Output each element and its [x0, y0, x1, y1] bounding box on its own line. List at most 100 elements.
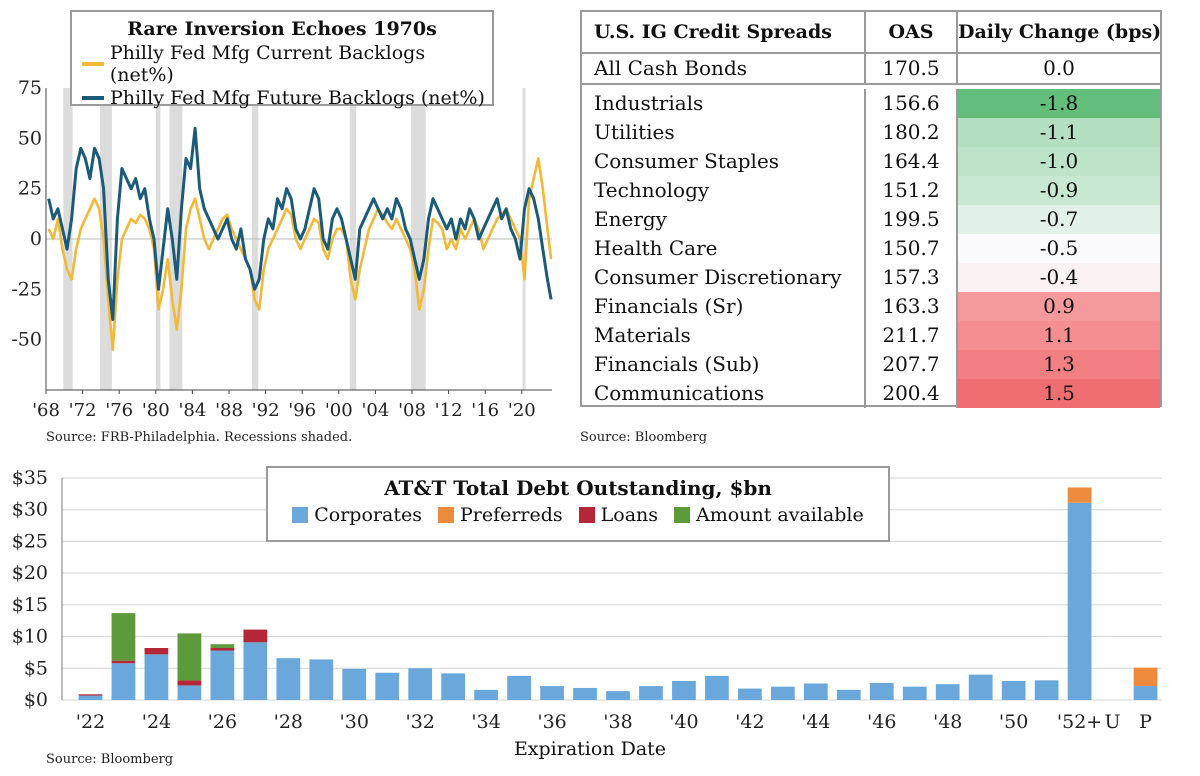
row-daily-change: 0.9 — [956, 292, 1160, 321]
bar-corporates — [968, 674, 993, 700]
row-daily-change: 1.1 — [956, 321, 1160, 350]
x-tick-label: '80 — [142, 400, 170, 421]
y-tick-label: -25 — [11, 278, 42, 300]
table-row: Financials (Sub) 207.7 1.3 — [582, 350, 1160, 379]
x-tick-label: '28 — [274, 711, 303, 733]
bar-corporates — [803, 683, 828, 700]
table-row: All Cash Bonds 170.5 0.0 — [582, 54, 1160, 85]
row-sector: Utilities — [594, 120, 675, 144]
legend-item-current: Philly Fed Mfg Current Backlogs (net%) — [82, 42, 492, 86]
table-source: Source: Bloomberg — [580, 430, 708, 445]
x-tick-label: '08 — [398, 400, 426, 421]
row-sector: Energy — [594, 207, 667, 231]
bar-corporates — [375, 672, 400, 700]
bar-corporates — [902, 686, 927, 700]
x-tick-label: '32 — [405, 711, 434, 733]
x-tick-label: U — [1105, 711, 1121, 733]
table-row: Consumer Staples 164.4 -1.0 — [582, 147, 1160, 176]
row-daily-change: 0.0 — [956, 54, 1160, 83]
x-tick-label: '88 — [215, 400, 243, 421]
table-row: Industrials 156.6 -1.8 — [582, 89, 1160, 118]
bar-chart-legend-box: AT&T Total Debt Outstanding, $bn Corpora… — [266, 466, 890, 542]
x-tick-label: '38 — [603, 711, 632, 733]
x-tick-label: P — [1139, 711, 1152, 733]
y-tick-label: $25 — [12, 530, 48, 552]
row-oas: 163.3 — [864, 292, 956, 321]
y-tick-label: 75 — [18, 77, 42, 99]
legend-swatch-preferreds — [437, 507, 454, 523]
row-sector: Financials (Sr) — [594, 294, 744, 318]
y-tick-label: $10 — [12, 626, 48, 648]
row-oas: 180.2 — [864, 118, 956, 147]
legend-item-corporates: Corporates — [292, 504, 422, 526]
bar-corporates — [342, 668, 367, 700]
bar-loans — [78, 694, 103, 696]
row-oas: 170.5 — [864, 54, 956, 83]
legend-label-current: Philly Fed Mfg Current Backlogs (net%) — [109, 42, 426, 86]
bar-corporates — [474, 689, 498, 700]
x-tick-label: '42 — [735, 711, 764, 733]
bar-corporates — [276, 658, 301, 700]
x-tick-label: '12 — [435, 400, 463, 421]
row-daily-change: -0.7 — [956, 205, 1160, 234]
row-sector: All Cash Bonds — [594, 56, 748, 80]
table-row: Materials 211.7 1.1 — [582, 321, 1160, 350]
table-row: Utilities 180.2 -1.1 — [582, 118, 1160, 147]
bar-corporates — [705, 675, 729, 700]
table-row: Consumer Discretionary 157.3 -0.4 — [582, 263, 1160, 292]
y-tick-label: -50 — [11, 329, 42, 351]
row-sector: Financials (Sub) — [594, 352, 760, 376]
legend-label-amount-available: Amount available — [696, 504, 864, 526]
x-tick-label: '16 — [471, 400, 499, 421]
bar-amount-available — [111, 613, 136, 661]
bar-corporates — [738, 688, 762, 700]
legend-swatch-amount-available — [674, 507, 691, 523]
bar-corporates — [111, 663, 136, 700]
legend-label-preferreds: Preferreds — [459, 504, 563, 526]
y-tick-label: $20 — [12, 562, 48, 584]
x-tick-label: '30 — [340, 711, 369, 733]
bar-corporates — [770, 686, 795, 700]
row-oas: 156.6 — [864, 89, 956, 118]
legend-swatch-corporates — [292, 507, 309, 523]
bar-corporates — [309, 659, 334, 700]
x-tick-label: '22 — [76, 711, 105, 733]
y-tick-label: 25 — [18, 178, 42, 200]
table-row: Financials (Sr) 163.3 0.9 — [582, 292, 1160, 321]
row-oas: 200.4 — [864, 379, 956, 408]
bar-loans — [144, 647, 169, 655]
header-daily-change: Daily Change (bps) — [956, 12, 1161, 52]
bar-corporates — [573, 687, 597, 700]
bar-corporates — [639, 686, 663, 700]
x-tick-label: '24 — [142, 711, 171, 733]
x-tick-label: '36 — [537, 711, 566, 733]
x-tick-label: '40 — [669, 711, 698, 733]
row-sector: Communications — [594, 381, 765, 405]
row-oas: 150.7 — [864, 234, 956, 263]
bar-corporates — [540, 686, 564, 700]
bar-corporates — [243, 642, 268, 700]
x-tick-label: '44 — [801, 711, 830, 733]
row-daily-change: -0.5 — [956, 234, 1160, 263]
line-chart-source: Source: FRB-Philadelphia. Recessions sha… — [46, 430, 353, 445]
bar-amount-available — [177, 633, 202, 681]
row-daily-change: -1.8 — [956, 89, 1160, 118]
bar-corporates — [1001, 680, 1026, 700]
row-daily-change: -0.9 — [956, 176, 1160, 205]
legend-item-loans: Loans — [578, 504, 658, 526]
bar-corporates — [144, 654, 169, 700]
bar-corporates — [836, 689, 861, 700]
legend-item-amount-available: Amount available — [674, 504, 864, 526]
y-tick-label: $35 — [12, 467, 48, 489]
legend-item-future: Philly Fed Mfg Future Backlogs (net%) — [82, 87, 492, 109]
bar-corporates — [441, 673, 466, 700]
row-sector: Materials — [594, 323, 691, 347]
line-chart-title: Rare Inversion Echoes 1970s — [127, 18, 437, 40]
row-oas: 199.5 — [864, 205, 956, 234]
bar-corporates — [78, 695, 103, 700]
row-oas: 164.4 — [864, 147, 956, 176]
x-tick-label: '34 — [471, 711, 500, 733]
line-chart-legend-box: Rare Inversion Echoes 1970s Philly Fed M… — [70, 10, 494, 109]
x-tick-label: '48 — [933, 711, 962, 733]
bar-preferreds — [1067, 487, 1092, 503]
